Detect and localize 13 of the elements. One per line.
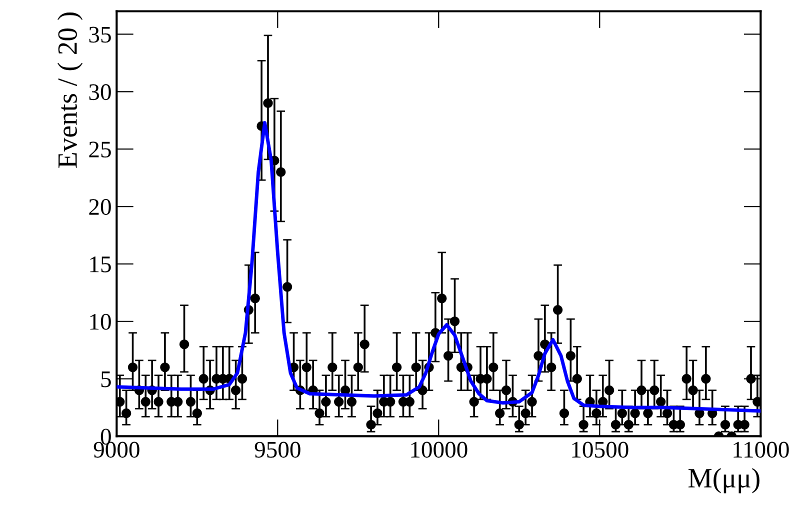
x-axis-title: M(μμ) [688, 468, 760, 494]
x-tick-label: 10500 [572, 442, 628, 458]
x-tick-label: 9500 [254, 442, 300, 458]
y-tick-label: 20 [89, 199, 111, 215]
y-axis-title: Events / ( 20 ) [57, 12, 83, 168]
y-tick-label: 35 [89, 26, 111, 43]
y-tick-label: 15 [90, 256, 111, 272]
y-tick-label: 10 [90, 314, 111, 330]
y-tick-label: 5 [101, 372, 111, 388]
x-tick-label: 10000 [411, 442, 468, 458]
y-tick-label: 25 [89, 142, 111, 158]
y-tick-label: 30 [89, 84, 111, 100]
x-tick-label: 11000 [734, 442, 789, 458]
